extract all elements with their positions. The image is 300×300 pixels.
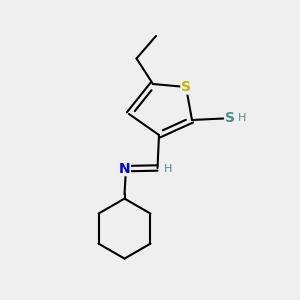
Text: N: N — [119, 162, 130, 176]
Text: H: H — [238, 113, 246, 123]
Text: S: S — [225, 111, 235, 125]
Text: S: S — [181, 80, 191, 94]
Text: H: H — [164, 164, 172, 175]
